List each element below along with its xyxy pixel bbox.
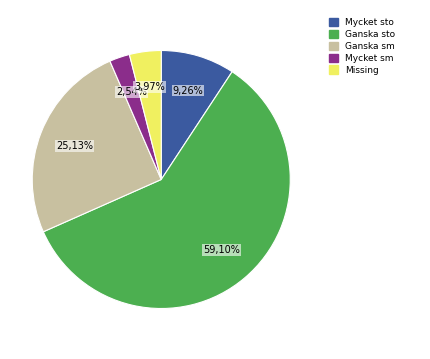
Wedge shape <box>161 51 232 180</box>
Wedge shape <box>110 55 161 180</box>
Text: 9,26%: 9,26% <box>172 85 203 95</box>
Legend: Mycket sto, Ganska sto, Ganska sm, Mycket sm, Missing: Mycket sto, Ganska sto, Ganska sm, Mycke… <box>327 16 397 76</box>
Text: 25,13%: 25,13% <box>56 141 93 151</box>
Wedge shape <box>129 51 161 180</box>
Text: 2,54%: 2,54% <box>116 87 147 97</box>
Text: 59,10%: 59,10% <box>203 245 240 255</box>
Wedge shape <box>32 61 161 232</box>
Wedge shape <box>43 72 290 308</box>
Text: 3,97%: 3,97% <box>134 82 165 92</box>
